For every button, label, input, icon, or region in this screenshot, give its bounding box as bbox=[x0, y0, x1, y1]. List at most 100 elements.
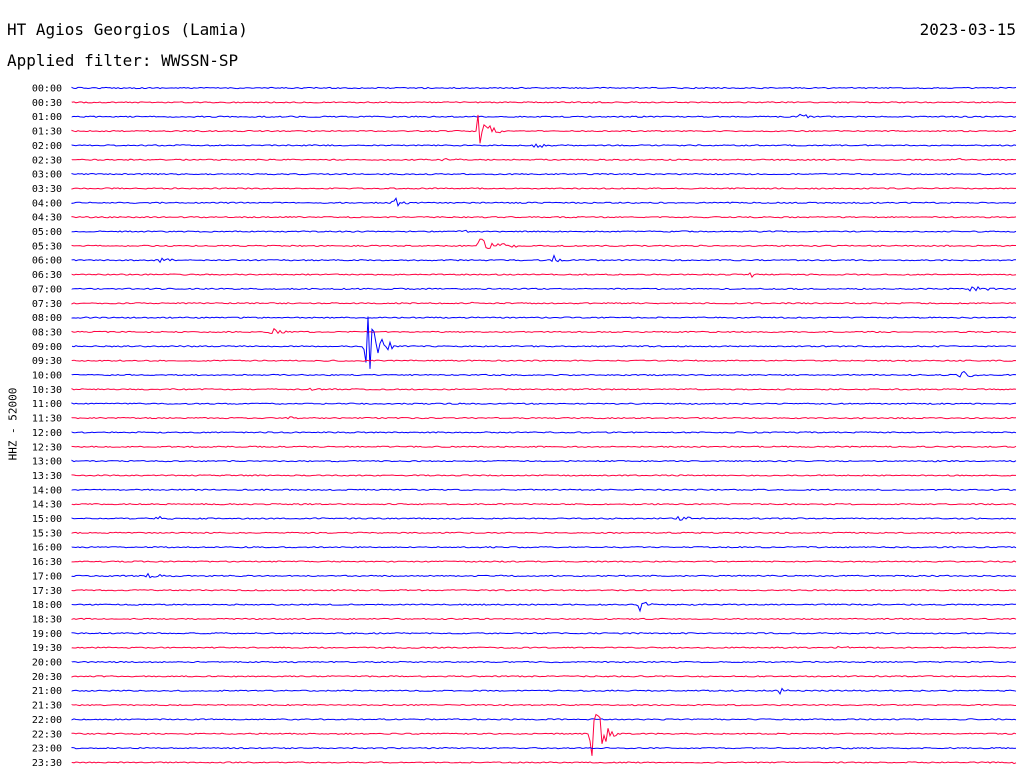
seismic-trace bbox=[71, 157, 1017, 162]
time-tick-label: 13:00 bbox=[32, 457, 62, 468]
seismic-trace bbox=[71, 718, 1017, 721]
time-tick-label: 18:00 bbox=[32, 600, 62, 611]
time-tick-label: 12:00 bbox=[32, 428, 62, 439]
date-label: 2023-03-15 bbox=[919, 20, 1016, 39]
seismic-trace bbox=[71, 572, 1017, 579]
time-tick-label: 23:00 bbox=[32, 744, 62, 755]
time-tick-label: 10:30 bbox=[32, 385, 62, 396]
seismic-trace bbox=[71, 254, 1017, 264]
time-tick-label: 03:30 bbox=[32, 184, 62, 195]
time-tick-label: 09:00 bbox=[32, 342, 62, 353]
time-tick-label: 23:30 bbox=[32, 758, 62, 769]
seismic-trace bbox=[71, 617, 1017, 621]
seismic-trace bbox=[71, 660, 1017, 664]
seismic-trace bbox=[71, 515, 1017, 521]
time-tick-label: 01:00 bbox=[32, 112, 62, 123]
seismic-trace bbox=[71, 229, 1017, 233]
seismic-trace bbox=[71, 560, 1017, 563]
seismic-trace bbox=[71, 238, 1016, 250]
seismic-trace bbox=[71, 113, 1017, 119]
seismic-trace bbox=[71, 316, 1017, 319]
time-tick-label: 03:00 bbox=[32, 170, 62, 181]
seismic-trace bbox=[71, 387, 1017, 391]
time-tick-label: 00:30 bbox=[32, 98, 62, 109]
seismic-trace bbox=[71, 286, 1017, 292]
time-tick-label: 00:00 bbox=[32, 84, 62, 95]
seismic-trace bbox=[71, 488, 1017, 491]
time-tick-label: 14:30 bbox=[32, 500, 62, 511]
time-tick-label: 22:00 bbox=[32, 715, 62, 726]
seismic-trace bbox=[71, 316, 1017, 369]
seismic-trace bbox=[71, 172, 1017, 176]
time-tick-label: 22:30 bbox=[32, 729, 62, 740]
filter-label: Applied filter: WWSSN-SP bbox=[7, 51, 239, 70]
seismic-trace bbox=[71, 632, 1017, 635]
time-tick-label: 19:00 bbox=[32, 629, 62, 640]
seismic-trace bbox=[71, 187, 1016, 190]
time-tick-label: 12:30 bbox=[32, 442, 62, 453]
station-title: HT Agios Georgios (Lamia) bbox=[7, 20, 248, 39]
time-tick-label: 02:30 bbox=[32, 155, 62, 166]
seismic-trace bbox=[71, 101, 1017, 104]
seismic-trace bbox=[71, 445, 1017, 448]
time-tick-label: 04:30 bbox=[32, 213, 62, 224]
time-tick-label: 09:30 bbox=[32, 356, 62, 367]
time-tick-label: 05:30 bbox=[32, 241, 62, 252]
seismic-trace bbox=[71, 531, 1017, 534]
time-tick-label: 14:00 bbox=[32, 485, 62, 496]
time-tick-label: 06:00 bbox=[32, 256, 62, 267]
time-tick-label: 08:30 bbox=[32, 327, 62, 338]
seismic-trace bbox=[71, 359, 1017, 362]
seismic-trace bbox=[71, 503, 1017, 506]
seismic-trace bbox=[71, 746, 1017, 750]
time-tick-label: 13:30 bbox=[32, 471, 62, 482]
seismic-trace bbox=[71, 197, 1017, 208]
seismic-trace bbox=[71, 459, 1017, 463]
seismic-trace bbox=[71, 114, 1016, 144]
time-tick-label: 07:00 bbox=[32, 284, 62, 295]
seismic-trace bbox=[71, 703, 1017, 707]
time-tick-label: 17:30 bbox=[32, 586, 62, 597]
time-tick-label: 15:00 bbox=[32, 514, 62, 525]
seismic-trace bbox=[71, 301, 1017, 305]
seismic-trace bbox=[71, 546, 1017, 549]
seismic-trace bbox=[71, 215, 1017, 219]
time-tick-label: 01:30 bbox=[32, 127, 62, 138]
time-tick-label: 16:30 bbox=[32, 557, 62, 568]
seismic-trace bbox=[71, 474, 1016, 477]
time-tick-label: 21:00 bbox=[32, 686, 62, 697]
time-tick-label: 04:00 bbox=[32, 198, 62, 209]
time-tick-label: 19:30 bbox=[32, 643, 62, 654]
seismic-trace bbox=[71, 761, 1017, 765]
time-tick-label: 15:30 bbox=[32, 528, 62, 539]
seismic-trace bbox=[71, 589, 1017, 592]
time-tick-label: 02:00 bbox=[32, 141, 62, 152]
time-tick-label: 05:00 bbox=[32, 227, 62, 238]
seismic-trace bbox=[71, 431, 1017, 434]
time-tick-label: 10:00 bbox=[32, 371, 62, 382]
seismic-trace bbox=[71, 675, 1017, 678]
time-tick-label: 21:30 bbox=[32, 701, 62, 712]
seismic-trace bbox=[71, 713, 1017, 756]
time-tick-label: 07:30 bbox=[32, 299, 62, 310]
time-tick-label: 16:00 bbox=[32, 543, 62, 554]
time-tick-label: 17:00 bbox=[32, 571, 62, 582]
seismic-trace bbox=[71, 327, 1017, 335]
time-tick-label: 06:30 bbox=[32, 270, 62, 281]
seismic-trace bbox=[71, 272, 1017, 279]
time-tick-label: 20:30 bbox=[32, 672, 62, 683]
seismic-trace bbox=[71, 143, 1017, 149]
time-tick-label: 11:30 bbox=[32, 414, 62, 425]
time-tick-label: 08:00 bbox=[32, 313, 62, 324]
time-tick-label: 18:30 bbox=[32, 614, 62, 625]
seismic-trace bbox=[71, 416, 1017, 420]
time-tick-label: 11:00 bbox=[32, 399, 62, 410]
seismic-trace bbox=[71, 687, 1017, 695]
seismic-trace bbox=[71, 402, 1017, 405]
seismic-trace bbox=[71, 601, 1017, 613]
seismic-trace bbox=[71, 370, 1017, 378]
seismic-trace bbox=[71, 645, 1017, 649]
time-tick-label: 20:00 bbox=[32, 658, 62, 669]
seismic-trace bbox=[71, 86, 1017, 90]
